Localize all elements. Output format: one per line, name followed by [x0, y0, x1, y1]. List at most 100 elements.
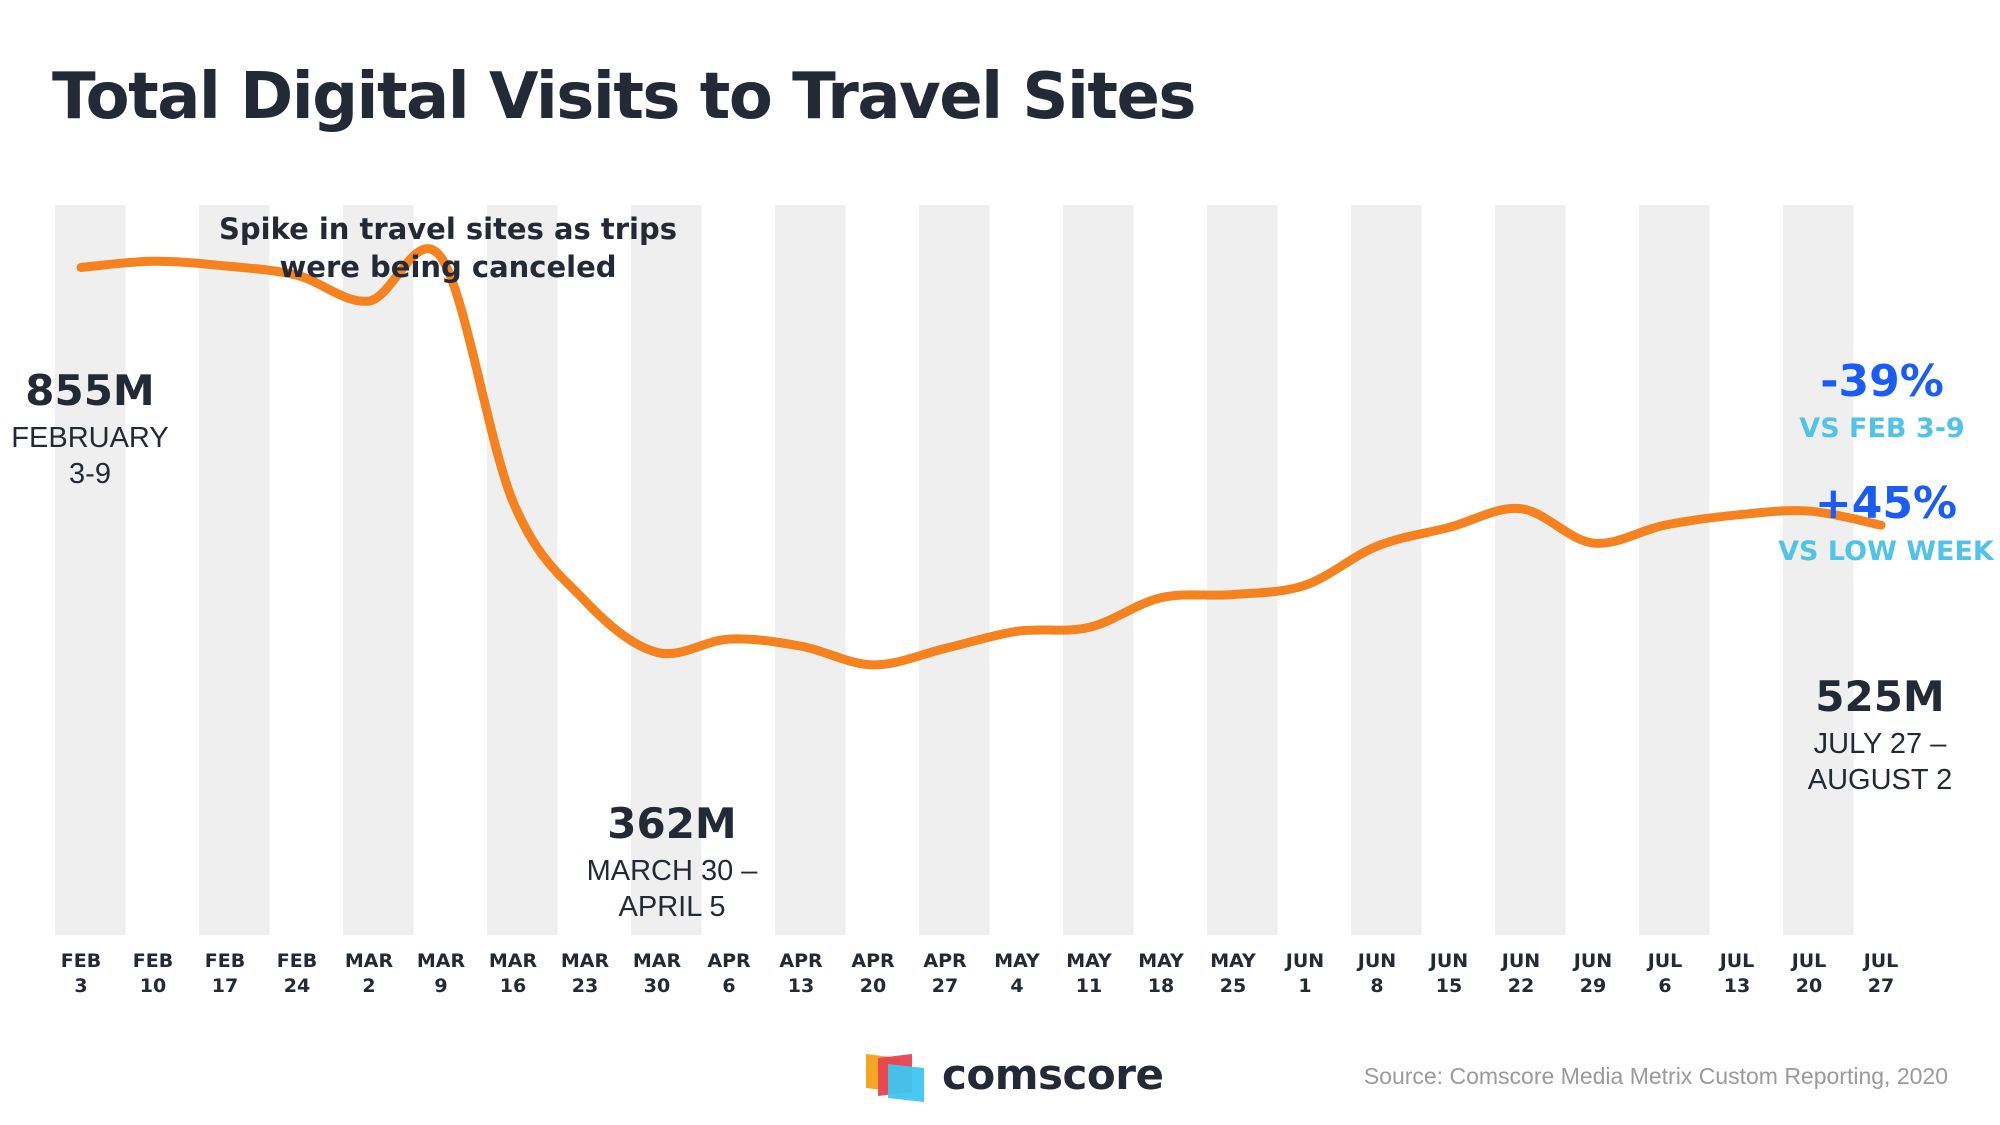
data-point [1229, 590, 1237, 599]
series-line [76, 244, 1886, 670]
x-tick-day: 24 [284, 975, 310, 997]
x-tick-day: 20 [860, 975, 886, 997]
comscore-logo-icon [866, 1054, 924, 1102]
data-point [1301, 581, 1309, 590]
x-tick-day: 11 [1076, 975, 1102, 997]
low-period-line2: APRIL 5 [619, 891, 726, 923]
start-period-line1: FEBRUARY [11, 422, 168, 454]
x-tick-day: 29 [1580, 975, 1606, 997]
x-tick-day: 6 [1658, 975, 1671, 997]
end-value-label: 525M [1815, 672, 1944, 721]
x-tick-month: JUN [1500, 950, 1540, 972]
source-note: Source: Comscore Media Metrix Custom Rep… [1363, 1063, 1948, 1089]
x-tick-day: 18 [1148, 975, 1174, 997]
x-tick-day: 20 [1796, 975, 1822, 997]
background-stripe [1207, 205, 1278, 935]
x-tick-month: JUN [1356, 950, 1396, 972]
data-point [221, 261, 229, 270]
x-tick-day: 8 [1370, 975, 1383, 997]
x-tick-month: JUL [1718, 950, 1755, 972]
x-tick-day: 27 [932, 975, 958, 997]
x-tick-day: 25 [1220, 975, 1246, 997]
data-point [1445, 523, 1453, 532]
background-stripe [919, 205, 990, 935]
change-vs-start-pct: -39% [1820, 356, 1944, 407]
data-point [293, 271, 301, 280]
data-point [1013, 627, 1021, 636]
x-tick-day: 16 [500, 975, 526, 997]
start-value-label: 855M [25, 366, 154, 415]
data-point [1085, 623, 1093, 632]
x-tick-day: 3 [74, 975, 87, 997]
data-point [1661, 521, 1669, 530]
data-point [653, 648, 661, 657]
x-tick-month: JUL [1646, 950, 1683, 972]
background-stripe [343, 205, 414, 935]
x-tick-month: JUN [1284, 950, 1324, 972]
x-tick-day: 27 [1868, 975, 1894, 997]
low-period-line1: MARCH 30 – [587, 855, 759, 887]
x-tick-month: APR [923, 950, 967, 972]
x-tick-month: JUL [1862, 950, 1899, 972]
x-tick-month: FEB [277, 950, 317, 972]
x-tick-month: MAY [1210, 950, 1256, 972]
x-tick-month: APR [707, 950, 751, 972]
x-axis-tick-labels: FEB3FEB10FEB17FEB24MAR2MAR9MAR16MAR23MAR… [61, 950, 1899, 997]
low-value-label: 362M [607, 799, 736, 848]
x-tick-month: MAR [561, 950, 610, 972]
data-point [1589, 539, 1597, 548]
data-point [1517, 504, 1525, 513]
background-stripe [55, 205, 126, 935]
background-stripe [199, 205, 270, 935]
data-point [869, 660, 877, 669]
x-tick-month: MAY [1066, 950, 1112, 972]
x-tick-month: JUL [1790, 950, 1827, 972]
data-point [365, 297, 373, 306]
x-tick-day: 17 [212, 975, 238, 997]
data-point [1877, 521, 1885, 530]
x-tick-month: FEB [205, 950, 245, 972]
background-stripe [1639, 205, 1710, 935]
change-vs-low-label: VS LOW WEEK [1778, 536, 1995, 567]
x-tick-month: JUN [1428, 950, 1468, 972]
x-tick-month: MAR [489, 950, 538, 972]
x-tick-month: MAR [417, 950, 466, 972]
background-stripe [1783, 205, 1854, 935]
brand-wordmark: comscore [942, 1050, 1164, 1099]
data-point [1733, 510, 1741, 519]
x-tick-month: MAY [994, 950, 1040, 972]
x-tick-day: 9 [434, 975, 447, 997]
data-point [77, 263, 85, 272]
background-stripe [631, 205, 702, 935]
end-period-line1: JULY 27 – [1814, 728, 1948, 760]
x-tick-month: MAR [633, 950, 682, 972]
data-point [725, 635, 733, 644]
x-tick-month: MAR [345, 950, 394, 972]
background-stripe [775, 205, 846, 935]
change-vs-start-label: VS FEB 3-9 [1799, 413, 1964, 444]
x-tick-month: FEB [133, 950, 173, 972]
x-tick-month: JUN [1572, 950, 1612, 972]
x-tick-day: 13 [788, 975, 814, 997]
x-tick-month: APR [851, 950, 895, 972]
data-point [941, 644, 949, 653]
data-point [1157, 593, 1165, 602]
background-stripes [55, 205, 1854, 935]
x-tick-month: MAY [1138, 950, 1184, 972]
data-point [1373, 542, 1381, 551]
x-tick-month: FEB [61, 950, 101, 972]
x-tick-day: 6 [722, 975, 735, 997]
x-tick-day: 1 [1298, 975, 1311, 997]
x-tick-day: 2 [362, 975, 375, 997]
x-tick-day: 10 [140, 975, 166, 997]
x-tick-day: 23 [572, 975, 598, 997]
x-tick-month: APR [779, 950, 823, 972]
data-point [797, 642, 805, 651]
spike-annotation-line1: Spike in travel sites as trips [219, 212, 677, 246]
start-period-line2: 3-9 [69, 458, 111, 490]
x-tick-day: 4 [1010, 975, 1023, 997]
data-point [1805, 507, 1813, 516]
x-tick-day: 15 [1436, 975, 1462, 997]
background-stripe [1495, 205, 1566, 935]
